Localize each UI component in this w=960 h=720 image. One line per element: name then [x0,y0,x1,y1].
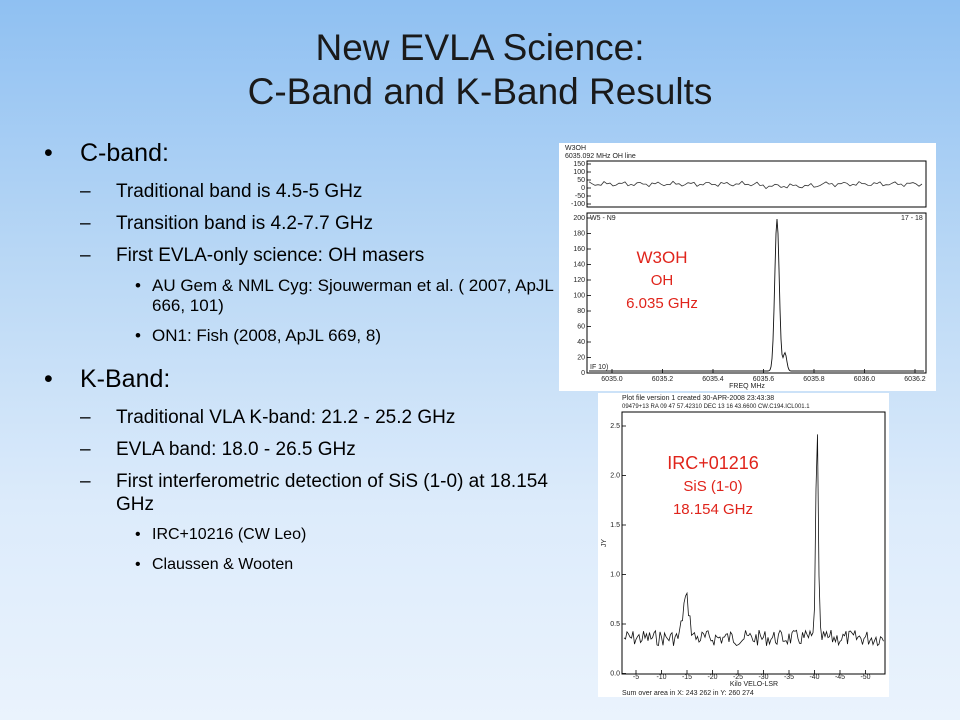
sis-xtick: -15 [682,674,692,681]
w3oh-xtick: 6035.0 [601,376,623,383]
w3oh-source-label: W3OH [636,248,688,267]
sis-ytick: 0.5 [610,621,620,628]
bullet-kband: K-Band: [44,364,564,394]
slide-title: New EVLA Science: C-Band and K-Band Resu… [0,26,960,114]
w3oh-main-ytick: 140 [573,262,585,269]
w3oh-line-label: OH [650,272,674,289]
sis-footer: Sum over area in X: 243 262 in Y: 260 27… [622,690,754,697]
sis-ytick: 2.0 [610,473,620,480]
sis-spectrum-line [623,434,884,647]
w3oh-panel-left: W5 - N9 [590,215,616,222]
w3oh-header-1: W3OH [565,145,586,152]
w3oh-main-ytick: 160 [573,246,585,253]
title-line-2: C-Band and K-Band Results [247,71,713,112]
sis-xtick: -5 [633,674,639,681]
w3oh-resid-ytick: 100 [573,169,585,176]
w3oh-panel-right: 17 - 18 [901,215,923,222]
bullet-list: C-band: Traditional band is 4.5-5 GHz Tr… [44,138,564,585]
sis-freq-label: 18.154 GHz [672,501,754,518]
cband-item-1: Traditional band is 4.5-5 GHz [44,180,564,203]
sis-xtick: -20 [707,674,717,681]
sis-ytick: 1.5 [610,522,620,529]
kband-item-2: EVLA band: 18.0 - 26.5 GHz [44,438,564,461]
w3oh-main-ytick: 100 [573,293,585,300]
w3oh-xtick: 6035.2 [652,376,674,383]
w3oh-main-ytick: 120 [573,277,585,284]
w3oh-spectrum-figure: W3OH 6035.092 MHz OH line 150 100 50 0 -50 -1… [559,143,936,391]
sis-xtick: -30 [758,674,768,681]
w3oh-main-ytick: 200 [573,215,585,222]
sis-xtick: -35 [784,674,794,681]
cband-ref-2: ON1: Fish (2008, ApJL 669, 8) [44,326,564,346]
sis-ylabel: JY [601,539,608,548]
sis-source-label: IRC+01216 [667,453,759,473]
sis-header-1: Plot file version 1 created 30-APR-2008 … [622,395,774,402]
w3oh-main-ytick: 80 [577,308,585,315]
title-line-1: New EVLA Science: [315,27,645,68]
kband-item-1: Traditional VLA K-band: 21.2 - 25.2 GHz [44,406,564,429]
bullet-cband: C-band: [44,138,564,168]
w3oh-xtick: 6036.0 [854,376,876,383]
sis-line-label: SiS (1-0) [683,478,743,495]
w3oh-main-ytick: 180 [573,231,585,238]
w3oh-freq-label: 6.035 GHz [626,295,698,312]
sis-spectrum-figure: Plot file version 1 created 30-APR-2008 … [598,393,889,697]
sis-spectrum-plot: Plot file version 1 created 30-APR-2008 … [601,395,886,697]
w3oh-resid-ytick: 150 [573,161,585,168]
sis-header-2: 09479+13 RA 09 47 57.42310 DEC 13 16 43.… [622,404,810,410]
sis-xtick: -45 [835,674,845,681]
kband-ref-2: Claussen & Wooten [44,555,564,575]
w3oh-main-ytick: 20 [577,355,585,362]
w3oh-main-ytick: 60 [577,324,585,331]
sis-annotation: IRC+01216 SiS (1-0) 18.154 GHz [638,451,788,521]
w3oh-main-ytick: 40 [577,339,585,346]
w3oh-spectrum-line [589,218,924,372]
sis-ytick: 0.0 [610,671,620,678]
w3oh-xtick: 6035.6 [753,376,775,383]
kband-ref-1: IRC+10216 (CW Leo) [44,525,564,545]
w3oh-resid-ytick: -50 [575,193,585,200]
w3oh-xtick: 6035.4 [702,376,724,383]
cband-ref-1: AU Gem & NML Cyg: Sjouwerman et al. ( 20… [44,276,564,316]
cband-item-2: Transition band is 4.2-7.7 GHz [44,212,564,235]
w3oh-xtick: 6036.2 [904,376,926,383]
w3oh-xlabel: FREQ MHz [729,383,765,390]
w3oh-residual-line [588,180,923,190]
w3oh-annotation: W3OH OH 6.035 GHz [607,247,717,315]
sis-ytick: 2.5 [610,423,620,430]
w3oh-spectrum-plot: W3OH 6035.092 MHz OH line 150100500-50-1… [565,145,927,390]
w3oh-xtick: 6035.8 [803,376,825,383]
w3oh-header-2: 6035.092 MHz OH line [565,153,636,160]
w3oh-resid-ytick: 0 [581,185,585,192]
kband-item-3: First interferometric detection of SiS (… [44,470,564,516]
w3oh-resid-ytick: 50 [577,177,585,184]
w3oh-if-label: IF 10) [590,364,608,371]
cband-item-3: First EVLA-only science: OH masers [44,244,564,267]
sis-ytick: 1.0 [610,572,620,579]
sis-xlabel: Kilo VELO-LSR [730,681,778,688]
sis-xtick: -40 [809,674,819,681]
w3oh-main-ytick: 0 [581,370,585,377]
sis-xtick: -25 [733,674,743,681]
sis-xtick: -50 [860,674,870,681]
w3oh-resid-ytick: -100 [571,201,585,208]
sis-xtick: -10 [656,674,666,681]
